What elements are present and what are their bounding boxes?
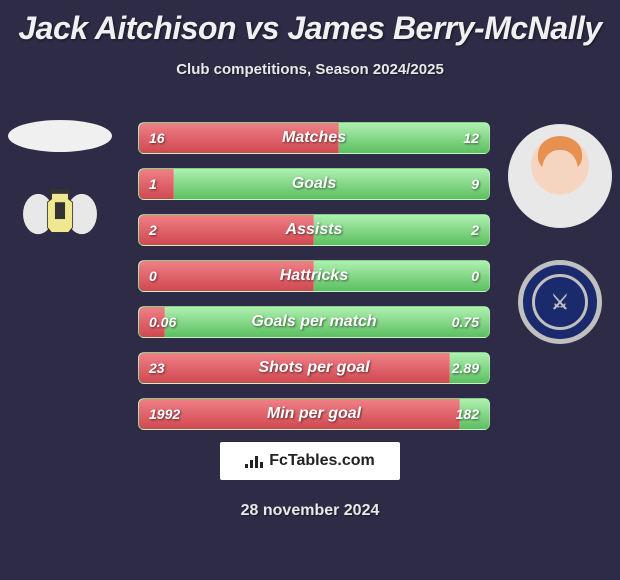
stat-label: Hattricks <box>139 261 489 291</box>
player-right-club-logo: ⚔ <box>518 260 602 344</box>
brand-text: FcTables.com <box>269 452 375 470</box>
brand-badge: FcTables.com <box>220 442 400 480</box>
stat-row: 232.89Shots per goal <box>138 352 490 384</box>
stat-row: 1992182Min per goal <box>138 398 490 430</box>
stat-row: 22Assists <box>138 214 490 246</box>
player-left-club-logo <box>18 172 102 256</box>
stat-label: Min per goal <box>139 399 489 429</box>
stat-label: Matches <box>139 123 489 153</box>
stat-label: Shots per goal <box>139 353 489 383</box>
footer-date: 28 november 2024 <box>0 502 620 520</box>
page-subtitle: Club competitions, Season 2024/2025 <box>0 61 620 78</box>
club-crest-inner: ⚔ <box>532 274 588 330</box>
chart-icon <box>245 454 263 468</box>
stat-row: 00Hattricks <box>138 260 490 292</box>
stat-row: 0.060.75Goals per match <box>138 306 490 338</box>
stat-row: 1612Matches <box>138 122 490 154</box>
player-right-avatar <box>508 124 612 228</box>
stat-label: Assists <box>139 215 489 245</box>
page-title: Jack Aitchison vs James Berry-McNally <box>0 0 620 47</box>
stat-label: Goals per match <box>139 307 489 337</box>
player-left-avatar <box>8 120 112 152</box>
stat-row: 19Goals <box>138 168 490 200</box>
stat-label: Goals <box>139 169 489 199</box>
comparison-bars: 1612Matches 19Goals 22Assists 00Hattricks 0.… <box>138 122 490 444</box>
crest-icon <box>18 172 102 256</box>
